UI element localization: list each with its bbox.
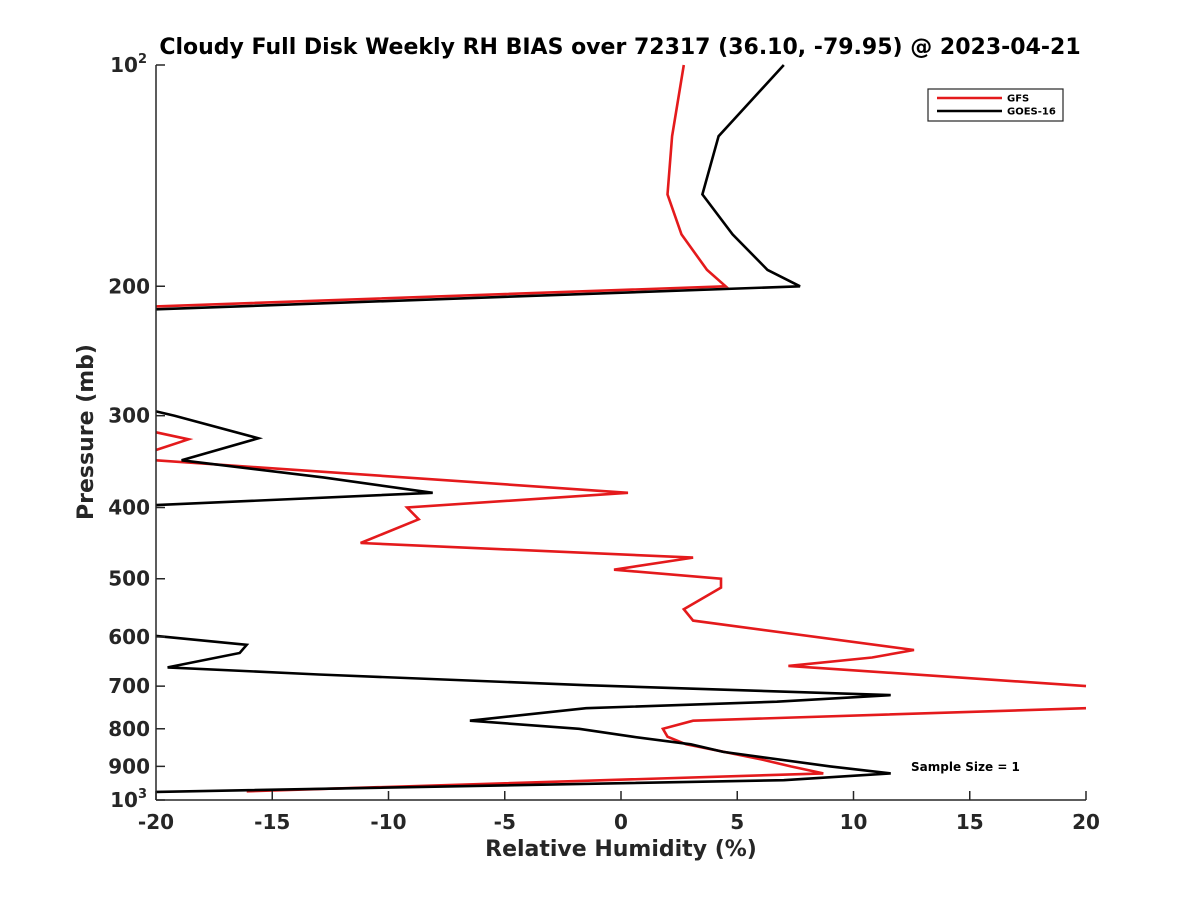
legend: GFS GOES-16	[927, 88, 1064, 122]
x-tick-label: -15	[254, 810, 290, 834]
axes	[155, 65, 1086, 801]
legend-label-gfs: GFS	[1007, 94, 1029, 105]
y-tick-label: 500	[108, 567, 150, 591]
y-tick-label: 200	[108, 274, 150, 298]
x-tick-label: -5	[494, 810, 516, 834]
y-tick-label: 103	[110, 787, 147, 812]
legend-label-goes-16: GOES-16	[1007, 107, 1056, 118]
series-line-goes-16	[155, 64, 891, 794]
chart-title: Cloudy Full Disk Weekly RH BIAS over 723…	[159, 35, 1080, 60]
x-tick-label: -20	[138, 810, 174, 834]
y-tick-label: 600	[108, 625, 150, 649]
x-tick-label: 5	[730, 810, 744, 834]
y-ticks: 102 200 300 400 500 600 700 800 900 103	[108, 52, 165, 812]
series-line-gfs	[155, 64, 1087, 793]
sample-size-annotation: Sample Size = 1	[911, 760, 1020, 774]
x-tick-label: 0	[614, 810, 628, 834]
x-axis-label: Relative Humidity (%)	[485, 837, 757, 862]
legend-box	[927, 88, 1064, 122]
x-ticks: -20 -15 -10 -5 0 5 10 15 20	[138, 791, 1100, 834]
y-tick-label: 400	[108, 496, 150, 520]
x-tick-label: 10	[840, 810, 868, 834]
x-tick-label: 20	[1072, 810, 1100, 834]
y-axis-label: Pressure (mb)	[74, 344, 99, 520]
y-tick-label: 300	[108, 404, 150, 428]
y-tick-label: 800	[108, 717, 150, 741]
y-tick-label: 900	[108, 754, 150, 778]
y-tick-label: 700	[108, 674, 150, 698]
x-tick-label: 15	[956, 810, 984, 834]
x-tick-label: -10	[370, 810, 406, 834]
plot-area	[155, 64, 1087, 794]
y-tick-label: 102	[110, 52, 147, 77]
